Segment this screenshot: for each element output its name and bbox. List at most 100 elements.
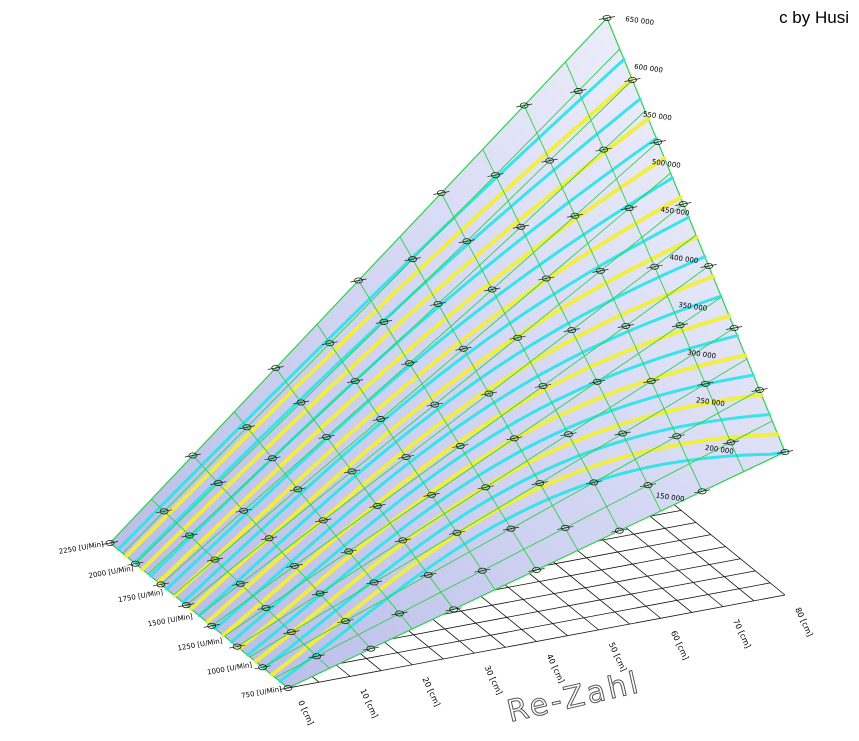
data-point-marker — [678, 200, 688, 207]
data-point-marker-tick — [433, 191, 450, 195]
data-point-marker — [261, 604, 271, 611]
data-point-marker — [596, 267, 605, 274]
floor-grid-line-y — [287, 594, 786, 689]
data-point-marker — [755, 386, 764, 393]
data-point-marker — [430, 401, 440, 408]
data-point-marker-tick — [362, 646, 379, 651]
z-tick-label: 650 000 — [625, 15, 655, 27]
data-point-marker — [643, 482, 653, 489]
x-tick-label: 70 [cm] — [731, 618, 752, 650]
y-tick-label: 750 [U/Min] — [241, 685, 283, 700]
data-point-marker-tick — [394, 538, 411, 543]
data-point-marker-tick — [206, 557, 224, 562]
data-point-marker-tick — [458, 239, 475, 244]
y-tick-label: 1750 [U/Min] — [118, 588, 164, 604]
data-point-marker — [701, 380, 710, 387]
data-point-marker-tick — [538, 276, 555, 281]
data-point-marker — [532, 567, 541, 574]
data-point-marker — [312, 653, 322, 660]
data-point-marker — [452, 529, 462, 536]
data-point-marker-tick — [776, 450, 794, 454]
data-point-marker — [513, 334, 523, 341]
data-point-marker-tick — [589, 379, 606, 384]
data-point-marker — [395, 610, 404, 617]
data-point-marker-tick — [557, 526, 574, 530]
data-point-marker-tick — [229, 644, 246, 649]
data-point-marker — [369, 579, 379, 586]
data-point-marker — [379, 318, 389, 325]
data-point-marker-tick — [560, 432, 577, 437]
data-point-marker — [704, 262, 714, 269]
data-point-marker-tick — [617, 324, 634, 328]
data-point-marker — [519, 102, 529, 109]
data-point-marker — [697, 488, 707, 495]
data-point-marker-tick — [668, 434, 685, 439]
z-tick-label: 600 000 — [634, 63, 664, 75]
z-tick-label: 550 000 — [642, 110, 672, 122]
x-tick-label: 0 [cm] — [296, 699, 315, 726]
y-tick-label: 2000 [U/Min] — [88, 564, 134, 580]
data-point-marker-tick — [477, 485, 494, 490]
data-point-marker-tick — [311, 591, 329, 596]
z-tick-label: 250 000 — [696, 396, 726, 408]
data-point-marker — [573, 88, 583, 95]
data-point-marker — [567, 327, 577, 334]
data-point-marker-tick — [595, 147, 612, 152]
data-point-marker-tick — [372, 417, 389, 421]
data-point-marker — [286, 629, 296, 636]
data-point-marker-tick — [423, 493, 440, 497]
z-tick-label: 150 000 — [655, 492, 685, 504]
z-tick-label: 350 000 — [678, 301, 708, 313]
data-point-marker — [423, 571, 433, 578]
data-point-marker — [589, 479, 599, 486]
data-point-marker — [729, 324, 739, 331]
data-point-marker — [296, 399, 306, 406]
data-point-marker-tick — [343, 469, 361, 474]
data-point-marker-tick — [484, 287, 501, 292]
data-point-marker-tick — [404, 257, 421, 261]
data-point-marker — [354, 277, 363, 284]
data-point-marker-tick — [445, 607, 462, 612]
data-point-marker — [315, 590, 325, 597]
data-point-marker — [159, 508, 169, 515]
data-point-marker-tick — [621, 206, 638, 210]
data-point-marker — [516, 223, 526, 230]
data-point-marker-tick — [480, 391, 497, 396]
data-point-marker — [618, 430, 628, 437]
data-point-marker — [372, 502, 382, 509]
data-point-marker — [427, 491, 436, 498]
data-point-marker — [341, 618, 350, 625]
data-point-marker-tick — [585, 480, 602, 485]
data-point-marker-tick — [375, 320, 392, 324]
data-point-marker-tick — [671, 323, 689, 328]
data-point-marker-tick — [315, 518, 332, 523]
data-point-marker-tick — [391, 611, 408, 616]
data-point-marker — [207, 622, 217, 629]
data-point-marker — [404, 360, 414, 367]
data-point-marker-tick — [646, 264, 663, 269]
data-point-marker-tick — [257, 606, 274, 610]
data-point-marker — [344, 548, 354, 555]
data-point-marker-tick — [509, 335, 526, 340]
data-point-marker — [293, 486, 303, 493]
surface-grid-line — [224, 296, 722, 637]
data-point-marker-tick — [178, 603, 195, 607]
data-point-marker — [602, 14, 612, 21]
data-point-marker — [239, 507, 249, 514]
data-point-marker-tick — [700, 264, 717, 268]
data-point-marker-tick — [512, 224, 529, 229]
data-point-marker — [449, 606, 459, 613]
data-point-marker-tick — [203, 624, 220, 628]
data-point-marker-tick — [286, 564, 303, 568]
data-point-marker-tick — [448, 530, 466, 535]
data-point-marker-tick — [254, 665, 271, 670]
data-point-marker-tick — [398, 455, 415, 459]
data-point-marker-tick — [506, 436, 523, 441]
data-point-marker-tick — [649, 140, 666, 144]
floor-grid-line-y — [273, 582, 771, 677]
data-point-marker-tick — [318, 435, 335, 439]
y-tick-label: 1500 [U/Min] — [147, 613, 193, 629]
data-point-marker-tick — [611, 528, 628, 533]
data-point-marker — [322, 433, 331, 440]
